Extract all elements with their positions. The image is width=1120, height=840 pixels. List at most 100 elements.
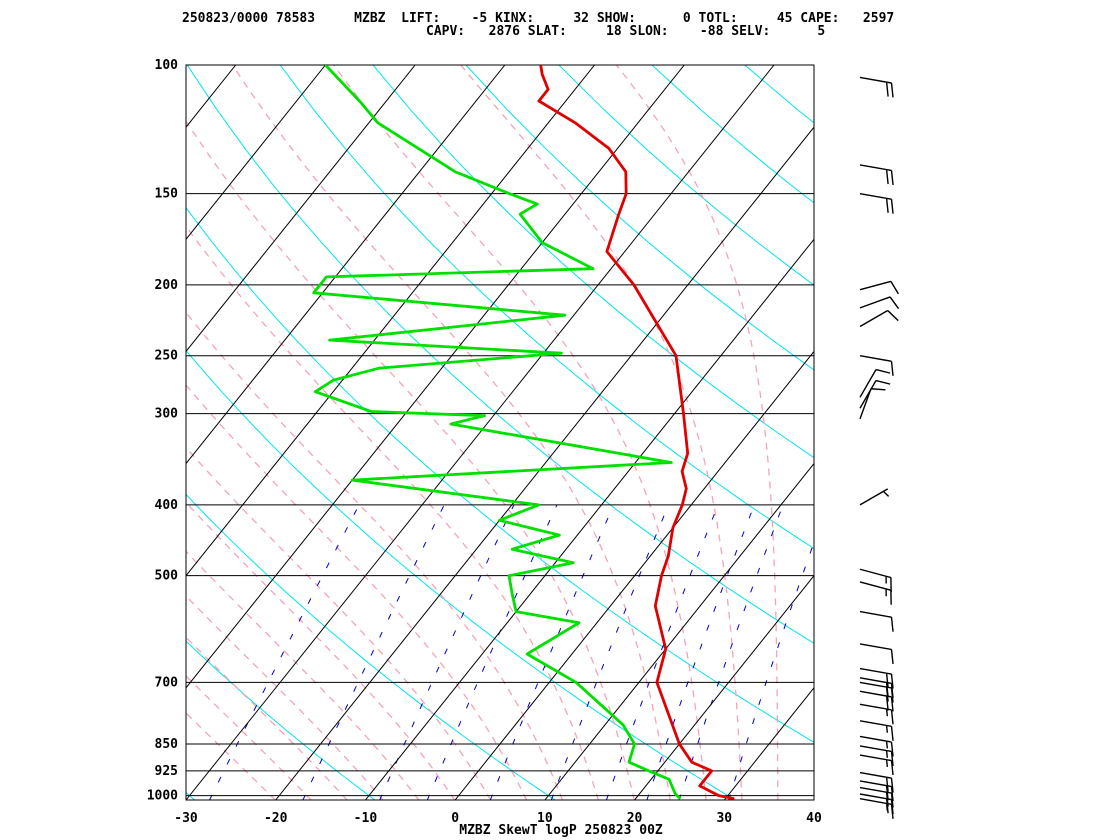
header-line2: CAPV: 2876 SLAT: 18 SLON: -88 SELV: 5 xyxy=(426,24,825,39)
wind-barb-staff xyxy=(859,610,892,618)
wind-barb-staff xyxy=(859,786,892,794)
temperature-tick: 40 xyxy=(806,811,822,826)
pressure-label: 100 xyxy=(155,58,179,73)
wind-barb-feather xyxy=(890,199,894,214)
pressure-label: 850 xyxy=(155,737,179,752)
temperature-labels: -30 -20 -10 0 10 20 30 40 xyxy=(174,811,822,826)
temperature-tick: -10 xyxy=(354,811,378,826)
wind-barb-staff xyxy=(859,309,889,328)
wind-barb-feather xyxy=(887,310,899,322)
wind-barb-staff xyxy=(859,798,892,805)
wind-barb-feather xyxy=(882,490,890,497)
wind-barb-feather xyxy=(885,750,889,758)
wind-barb-staff xyxy=(859,369,877,398)
wind-barb-feather xyxy=(885,708,889,717)
pressure-label: 400 xyxy=(155,498,179,513)
pressure-label: 700 xyxy=(155,675,179,690)
wind-barb-feather xyxy=(885,673,889,688)
wind-barb-staff xyxy=(859,164,892,172)
isotherm xyxy=(186,65,326,241)
wind-barb-staff xyxy=(859,192,892,200)
dry-adiabat xyxy=(186,640,376,800)
moist-adiabat xyxy=(186,712,276,800)
wind-barb-staff xyxy=(859,568,892,579)
wind-barb-staff xyxy=(859,735,892,743)
isotherm xyxy=(813,799,814,800)
isotherm xyxy=(0,65,146,800)
wind-barb-feather xyxy=(890,683,894,698)
moist-adiabat xyxy=(186,311,564,800)
isotherm xyxy=(186,65,775,800)
wind-barb-feather xyxy=(890,674,894,689)
wind-barb-staff xyxy=(859,280,892,291)
wind-barb-feather xyxy=(885,695,889,711)
mixing-ratio-line xyxy=(646,504,755,800)
wind-barb-feather xyxy=(885,741,889,749)
plot-frame xyxy=(185,64,815,801)
dry-adiabat xyxy=(931,65,1120,800)
chart-title: MZBZ SkewT logP 250823 00Z xyxy=(459,823,663,838)
dry-adiabat xyxy=(186,349,736,800)
wind-barb-feather xyxy=(890,649,894,665)
dry-adiabat xyxy=(465,65,814,371)
sounding-profiles xyxy=(312,65,735,800)
pressure-label: 250 xyxy=(155,349,179,364)
temperature-tick: -20 xyxy=(264,811,288,826)
mixing-ratio-line xyxy=(426,504,558,800)
mixing-ratio-line xyxy=(489,504,615,800)
dry-adiabat xyxy=(744,65,814,124)
temperature-tick: 20 xyxy=(627,811,643,826)
wind-barb-staff xyxy=(859,793,892,801)
moist-adiabat xyxy=(186,595,384,800)
moist-adiabat xyxy=(186,501,456,800)
wind-barb-feather xyxy=(890,726,894,741)
temperature-tick: 10 xyxy=(537,811,553,826)
wind-barb-staff xyxy=(859,380,877,409)
pressure-label: 500 xyxy=(155,569,179,584)
dewpoint-profile xyxy=(312,65,682,800)
mixing-ratio-line xyxy=(379,504,515,800)
wind-barb-feather xyxy=(890,751,894,766)
header-line1: 250823/0000 78583 MZBZ LIFT: -5 KINX: 32… xyxy=(182,11,894,26)
wind-barb-staff xyxy=(859,76,892,84)
pressure-label: 300 xyxy=(155,407,179,422)
wind-barb-staff xyxy=(859,667,892,675)
moist-adiabat xyxy=(186,550,420,800)
temperature-tick: 30 xyxy=(716,811,732,826)
wind-barb-feather xyxy=(890,82,894,98)
pressure-label: 150 xyxy=(155,187,179,202)
wind-barb-feather xyxy=(890,361,894,376)
isotherm xyxy=(186,65,416,353)
wind-barb-feather xyxy=(890,786,894,802)
pressure-label: 1000 xyxy=(147,789,178,804)
wind-barb-staff xyxy=(859,780,892,788)
mixing-ratio-line xyxy=(728,540,814,800)
isotherm xyxy=(365,238,814,800)
isotherm xyxy=(275,126,814,800)
isotherm xyxy=(544,462,814,800)
wind-barb-feather xyxy=(885,682,889,698)
isotherm xyxy=(634,574,814,800)
wind-barb-feather xyxy=(890,617,894,632)
wind-barb-feather xyxy=(885,785,889,801)
temperature-profile xyxy=(537,65,735,800)
wind-barb-staff xyxy=(859,703,892,711)
dry-adiabat xyxy=(186,206,814,743)
moist-adiabat xyxy=(186,636,348,800)
moist-adiabat xyxy=(186,384,528,800)
wind-barb-staff xyxy=(859,355,892,362)
wind-barb-staff xyxy=(859,296,891,309)
moist-adiabat xyxy=(186,446,492,800)
dry-adiabat xyxy=(186,493,556,800)
pressure-label: 925 xyxy=(155,764,178,779)
pressure-label: 200 xyxy=(155,278,179,293)
wind-barbs xyxy=(859,76,900,819)
dry-adiabat xyxy=(279,65,814,550)
wind-barb-feather xyxy=(885,725,889,733)
wind-barb-feather xyxy=(875,368,891,374)
wind-barb-staff xyxy=(859,677,892,685)
mixing-ratio-line xyxy=(550,504,670,800)
dry-adiabat xyxy=(372,65,814,459)
wind-barb-staff xyxy=(859,690,892,698)
moist-adiabat xyxy=(186,119,635,800)
